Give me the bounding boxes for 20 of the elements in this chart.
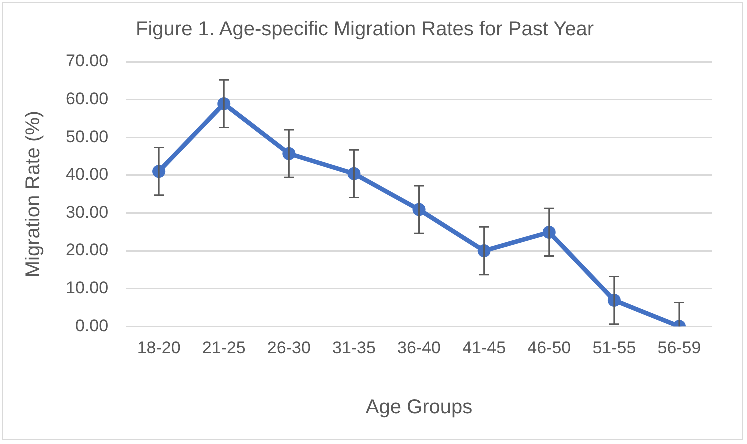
y-tick-label: 20.00 <box>66 240 109 260</box>
x-tick-label: 31-35 <box>332 338 376 358</box>
x-tick-label: 51-55 <box>592 338 636 358</box>
y-axis-title: Migration Rate (%) <box>22 110 45 278</box>
x-tick-label: 46-50 <box>528 338 572 358</box>
x-tick-label: 41-45 <box>462 338 506 358</box>
y-tick-label: 40.00 <box>66 165 109 184</box>
x-tick-label: 26-30 <box>267 338 311 358</box>
x-tick-label: 18-20 <box>137 338 181 358</box>
y-tick-label: 60.00 <box>66 89 109 108</box>
y-tick-label: 10.00 <box>66 278 109 298</box>
y-tick-label: 30.00 <box>66 202 109 222</box>
y-tick-label: 70.00 <box>66 52 109 71</box>
x-axis-title: Age Groups <box>366 396 473 419</box>
y-tick-label: 50.00 <box>66 127 109 146</box>
x-tick-label: 56-59 <box>658 338 702 358</box>
x-tick-label: 21-25 <box>202 338 246 358</box>
y-tick-label: 0.00 <box>75 316 109 336</box>
x-tick-label: 36-40 <box>398 338 442 358</box>
chart-title: Figure 1. Age-specific Migration Rates for Past Year <box>136 18 594 41</box>
